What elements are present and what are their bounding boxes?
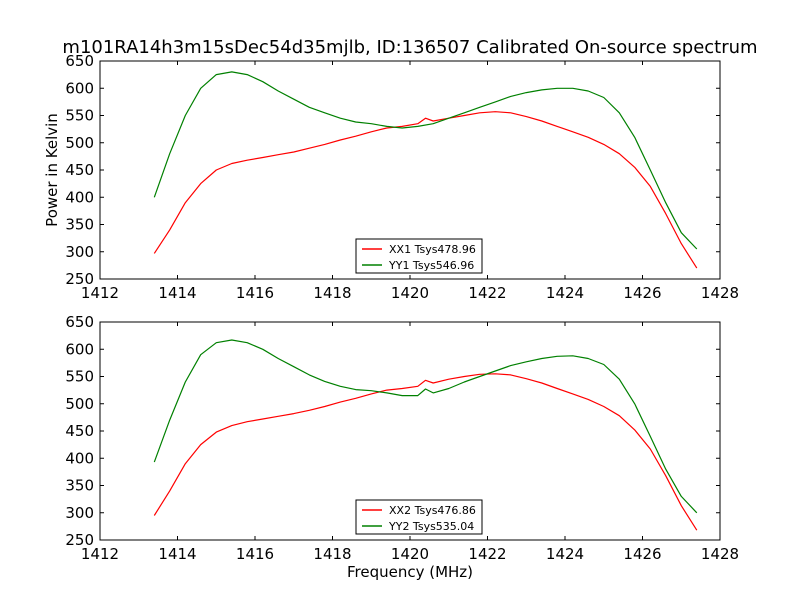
legend-label: XX1 Tsys478.96 [389, 243, 476, 256]
x-tick-label: 1426 [623, 284, 661, 302]
x-tick-label: 1418 [313, 284, 351, 302]
y-tick-label: 500 [65, 395, 94, 413]
y-tick-label: 550 [65, 107, 94, 125]
x-tick-label: 1420 [391, 284, 429, 302]
legend-box [355, 499, 483, 535]
x-axis-label: Frequency (MHz) [347, 563, 473, 581]
x-tick-label: 1414 [158, 545, 196, 563]
x-tick-label: 1422 [468, 545, 506, 563]
legend-label: YY1 Tsys546.96 [388, 259, 474, 272]
x-tick-label: 1412 [81, 545, 119, 563]
y-tick-label: 450 [65, 161, 94, 179]
plots: 1412 1414 1416 1418 1420 1422 1424 1426 1428 250 3… [43, 52, 739, 581]
y-tick-label: 250 [65, 270, 94, 288]
y-tick-label: 350 [65, 477, 94, 495]
x-tick-label: 1426 [623, 545, 661, 563]
legend-label: YY2 Tsys535.04 [388, 520, 474, 533]
y-tick-label: 400 [65, 188, 94, 206]
y-tick-label: 300 [65, 243, 94, 261]
x-tick-label: 1414 [158, 284, 196, 302]
series-line-1 [153, 373, 698, 531]
series-line-2 [153, 71, 698, 250]
chart-title: m101RA14h3m15sDec54d35mjlb, ID:136507 Ca… [62, 37, 757, 58]
legend-label: XX2 Tsys476.86 [389, 504, 476, 517]
x-tick-label: 1416 [236, 545, 274, 563]
x-tick-label: 1428 [701, 545, 739, 563]
y-axis-label: Power in Kelvin [43, 113, 61, 227]
x-tick-label: 1420 [391, 545, 429, 563]
subplot-1: 1412 1414 1416 1418 1420 1422 1424 1426 1428 250 3… [43, 52, 739, 302]
y-tick-label: 650 [65, 313, 94, 331]
series-line-1 [153, 111, 698, 269]
legend-2: XX2 Tsys476.86 YY2 Tsys535.04 [355, 499, 483, 535]
y-tick-label: 650 [65, 52, 94, 70]
x-tick-label: 1424 [546, 284, 584, 302]
y-tick-label: 550 [65, 368, 94, 386]
series-line-2 [153, 339, 698, 514]
subplot-2: 1412 1414 1416 1418 1420 1422 1424 1426 1428 250 3… [65, 313, 739, 581]
x-tick-label: 1424 [546, 545, 584, 563]
x-tick-label: 1416 [236, 284, 274, 302]
legend-1: XX1 Tsys478.96 YY1 Tsys546.96 [355, 238, 483, 274]
x-tick-label: 1418 [313, 545, 351, 563]
y-tick-label: 600 [65, 340, 94, 358]
y-tick-label: 350 [65, 216, 94, 234]
y-tick-label: 450 [65, 422, 94, 440]
y-tick-label: 500 [65, 134, 94, 152]
x-tick-label: 1422 [468, 284, 506, 302]
x-tick-label: 1412 [81, 284, 119, 302]
y-tick-label: 400 [65, 449, 94, 467]
y-tick-label: 300 [65, 504, 94, 522]
x-tick-label: 1428 [701, 284, 739, 302]
y-tick-label: 250 [65, 531, 94, 549]
y-tick-label: 600 [65, 79, 94, 97]
legend-box [355, 238, 483, 274]
